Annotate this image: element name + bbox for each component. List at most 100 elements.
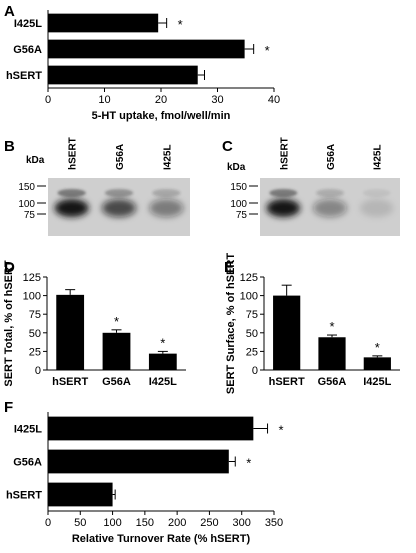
x-category-label: hSERT: [269, 376, 305, 388]
x-tick-label: 250: [200, 517, 218, 529]
y-tick-label: 75: [29, 309, 41, 321]
y-tick-label: 125: [23, 272, 41, 284]
blot-band: [266, 199, 301, 217]
blot-band-minor: [269, 189, 298, 197]
panel-a-chart: A 0 10 20 30 40 5-HT uptake, fmol/well/min I425…: [4, 3, 280, 122]
x-category-label: hSERT: [52, 376, 88, 388]
significance-star: *: [279, 423, 284, 438]
lane-label: G56A: [326, 144, 337, 170]
x-tick-label: 30: [211, 94, 223, 106]
x-tick-label: 350: [265, 517, 283, 529]
x-tick-label: 100: [103, 517, 121, 529]
x-tick-label: 200: [168, 517, 186, 529]
lane-label: I425L: [162, 144, 173, 170]
y-category-label: hSERT: [6, 70, 42, 82]
y-tick-label: 0: [35, 365, 41, 377]
x-category-label: I425L: [149, 376, 177, 388]
x-tick-label: 150: [136, 517, 154, 529]
blot-band: [101, 199, 137, 217]
y-tick-label: 75: [246, 309, 258, 321]
x-tick-label: 0: [45, 94, 51, 106]
y-tick-label: 100: [240, 291, 258, 303]
y-tick-label: 50: [29, 328, 41, 340]
y-tick-label: 50: [246, 328, 258, 340]
x-category-label: G56A: [102, 376, 131, 388]
lane-label: G56A: [115, 144, 126, 170]
panel-label: B: [4, 138, 15, 155]
blot-band: [149, 199, 184, 217]
bar: [363, 357, 391, 370]
bar: [318, 337, 346, 370]
y-axis-title: SERT Surface, % of hSERT: [225, 253, 237, 394]
bar: [48, 449, 229, 474]
x-category-label: G56A: [318, 376, 347, 388]
significance-star: *: [114, 314, 119, 329]
y-tick-label: 25: [246, 346, 258, 358]
bar: [48, 65, 198, 85]
blot-band: [313, 199, 347, 217]
x-tick-label: 20: [155, 94, 167, 106]
x-axis-title: Relative Turnover Rate (% hSERT): [72, 533, 251, 545]
y-axis-title: SERT Total, % of hSERT: [3, 260, 15, 387]
y-category-label: hSERT: [6, 490, 42, 502]
panel-label: E: [224, 259, 234, 276]
kda-label: kDa: [26, 155, 45, 166]
x-tick-label: 0: [45, 517, 51, 529]
y-category-label: I425L: [14, 18, 42, 30]
lane-label: hSERT: [279, 137, 290, 170]
mw-marker-label: 75: [236, 210, 248, 221]
bar: [102, 332, 131, 370]
panel-d-chart: D 0 25 50 75 100 125 SERT Total, % of hSERT hSER…: [3, 259, 186, 388]
blot-band-minor: [104, 189, 134, 197]
mw-marker-label: 150: [230, 182, 247, 193]
bar: [56, 294, 85, 370]
significance-star: *: [329, 319, 334, 334]
bar: [148, 353, 177, 370]
blot-band-minor: [362, 189, 391, 197]
significance-star: *: [178, 17, 183, 32]
x-tick-label: 300: [233, 517, 251, 529]
x-category-label: I425L: [363, 376, 391, 388]
mw-marker-label: 100: [230, 199, 247, 210]
bar: [48, 13, 159, 33]
lane-label: I425L: [373, 144, 384, 170]
panel-label: C: [222, 138, 233, 155]
x-axis-title: 5-HT uptake, fmol/well/min: [92, 110, 231, 122]
x-tick-label: 10: [98, 94, 110, 106]
lane-label: hSERT: [68, 137, 79, 170]
blot-band-minor: [316, 189, 344, 197]
y-tick-label: 125: [240, 272, 258, 284]
panel-label: F: [4, 399, 13, 416]
y-category-label: G56A: [13, 457, 42, 469]
blot-band-minor: [57, 189, 86, 197]
significance-star: *: [160, 335, 165, 350]
blot-band: [54, 199, 89, 217]
bar: [273, 295, 301, 370]
blot-band-minor: [152, 189, 181, 197]
significance-star: *: [246, 456, 251, 471]
bar: [48, 482, 113, 507]
blot-band: [359, 199, 394, 217]
y-tick-label: 0: [252, 365, 258, 377]
mw-marker-label: 75: [24, 210, 36, 221]
significance-star: *: [265, 43, 270, 58]
bar: [48, 416, 254, 441]
y-category-label: I425L: [14, 424, 42, 436]
mw-marker-label: 150: [18, 182, 35, 193]
x-tick-label: 50: [74, 517, 86, 529]
kda-label: kDa: [227, 162, 246, 173]
mw-marker-label: 100: [18, 199, 35, 210]
y-category-label: G56A: [13, 44, 42, 56]
panel-label: A: [4, 3, 15, 20]
significance-star: *: [375, 340, 380, 355]
y-tick-label: 100: [23, 291, 41, 303]
panel-f-chart: F 0 50 100 150 200 250 300 350 Relative Turnover …: [4, 399, 284, 545]
x-tick-label: 40: [268, 94, 280, 106]
bar: [48, 39, 245, 59]
y-tick-label: 25: [29, 346, 41, 358]
panel-label: D: [4, 259, 15, 276]
